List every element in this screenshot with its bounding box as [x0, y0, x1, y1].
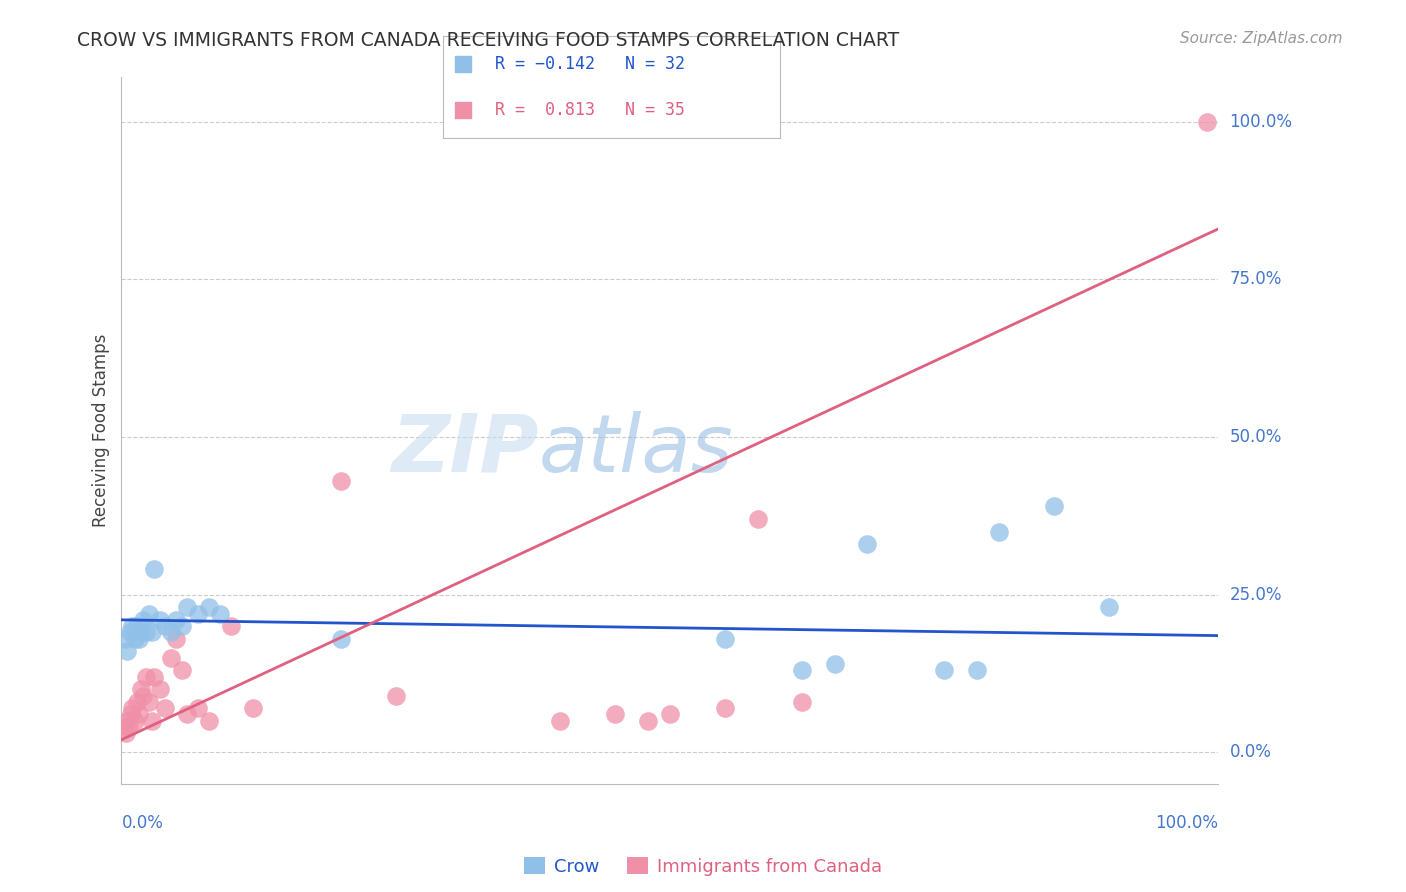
- Point: [170, 663, 193, 677]
- Text: 100.0%: 100.0%: [1230, 112, 1292, 130]
- Point: [114, 632, 136, 646]
- Point: [451, 103, 474, 117]
- Point: [187, 607, 209, 621]
- Point: [125, 619, 148, 633]
- Point: [149, 682, 172, 697]
- Point: [120, 707, 142, 722]
- Point: [159, 650, 181, 665]
- Point: [934, 663, 956, 677]
- Text: CROW VS IMMIGRANTS FROM CANADA RECEIVING FOOD STAMPS CORRELATION CHART: CROW VS IMMIGRANTS FROM CANADA RECEIVING…: [77, 31, 900, 50]
- Text: 25.0%: 25.0%: [1230, 586, 1282, 604]
- Point: [548, 714, 571, 728]
- Point: [135, 670, 157, 684]
- Point: [1043, 500, 1066, 514]
- Point: [219, 619, 242, 633]
- Text: atlas: atlas: [538, 410, 733, 489]
- Point: [384, 689, 406, 703]
- Point: [714, 632, 737, 646]
- Point: [242, 701, 264, 715]
- Point: [115, 644, 138, 658]
- Point: [124, 632, 146, 646]
- Text: R =  0.813   N = 35: R = 0.813 N = 35: [495, 101, 685, 119]
- Y-axis label: Receiving Food Stamps: Receiving Food Stamps: [93, 334, 110, 527]
- Point: [159, 625, 181, 640]
- Point: [187, 701, 209, 715]
- Point: [155, 701, 177, 715]
- Point: [637, 714, 659, 728]
- Point: [988, 524, 1011, 539]
- Point: [790, 663, 813, 677]
- Point: [176, 707, 198, 722]
- Point: [603, 707, 626, 722]
- Text: ZIP: ZIP: [391, 410, 538, 489]
- Point: [138, 607, 160, 621]
- Point: [824, 657, 846, 671]
- Point: [135, 625, 157, 640]
- Point: [1197, 114, 1219, 128]
- Text: 50.0%: 50.0%: [1230, 428, 1282, 446]
- Point: [138, 695, 160, 709]
- Point: [128, 707, 150, 722]
- Point: [121, 701, 143, 715]
- Point: [856, 537, 879, 551]
- Point: [209, 607, 232, 621]
- Point: [118, 720, 141, 734]
- Point: [114, 726, 136, 740]
- Text: R = −0.142   N = 32: R = −0.142 N = 32: [495, 55, 685, 73]
- Point: [966, 663, 988, 677]
- Point: [1098, 600, 1121, 615]
- Point: [714, 701, 737, 715]
- Point: [165, 613, 187, 627]
- Point: [132, 689, 155, 703]
- Point: [132, 613, 155, 627]
- Text: 100.0%: 100.0%: [1156, 814, 1219, 832]
- Point: [115, 714, 138, 728]
- Text: 0.0%: 0.0%: [1230, 743, 1271, 761]
- Point: [747, 512, 769, 526]
- Point: [165, 632, 187, 646]
- Point: [143, 562, 166, 576]
- Point: [170, 619, 193, 633]
- Point: [329, 632, 352, 646]
- Point: [329, 474, 352, 488]
- Point: [176, 600, 198, 615]
- Point: [658, 707, 681, 722]
- Point: [125, 695, 148, 709]
- Point: [121, 619, 143, 633]
- Text: 75.0%: 75.0%: [1230, 270, 1282, 288]
- Point: [198, 600, 221, 615]
- Point: [141, 625, 163, 640]
- Point: [790, 695, 813, 709]
- Point: [198, 714, 221, 728]
- Point: [155, 619, 177, 633]
- Point: [129, 682, 152, 697]
- Point: [141, 714, 163, 728]
- Legend: Crow, Immigrants from Canada: Crow, Immigrants from Canada: [516, 850, 890, 883]
- Point: [143, 670, 166, 684]
- Point: [124, 714, 146, 728]
- Point: [128, 632, 150, 646]
- Point: [129, 625, 152, 640]
- Point: [149, 613, 172, 627]
- Text: Source: ZipAtlas.com: Source: ZipAtlas.com: [1180, 31, 1343, 46]
- Point: [451, 57, 474, 71]
- Text: 0.0%: 0.0%: [121, 814, 163, 832]
- Point: [120, 625, 142, 640]
- Point: [112, 720, 135, 734]
